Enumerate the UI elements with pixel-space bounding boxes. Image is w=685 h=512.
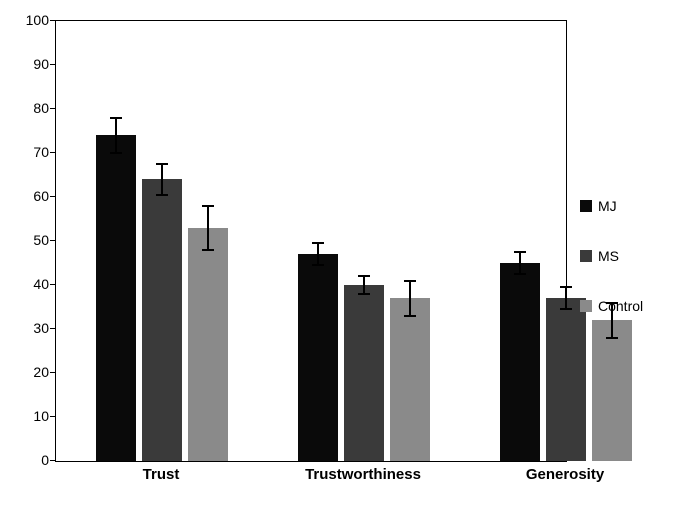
error-bar [207, 206, 209, 250]
x-tick-label: Trustworthiness [305, 466, 421, 483]
error-bar [161, 164, 163, 195]
y-tick-label: 80 [9, 100, 49, 116]
error-bar [409, 281, 411, 316]
bar [298, 254, 338, 461]
error-cap [560, 286, 572, 288]
y-tick [50, 196, 55, 197]
y-tick-label: 100 [9, 12, 49, 28]
error-cap [312, 242, 324, 244]
y-tick-label: 60 [9, 188, 49, 204]
y-tick [50, 240, 55, 241]
y-tick [50, 416, 55, 417]
y-tick-label: 70 [9, 144, 49, 160]
legend-item-ms: MS [580, 248, 619, 264]
y-tick-label: 10 [9, 408, 49, 424]
error-bar [519, 252, 521, 274]
legend-label-ms: MS [598, 248, 619, 264]
error-cap [514, 251, 526, 253]
bar-chart: 0 10 20 30 40 50 60 70 80 90 100 Trust Trustworthin… [0, 0, 685, 512]
y-tick [50, 328, 55, 329]
error-cap [156, 163, 168, 165]
bar [344, 285, 384, 461]
y-tick [50, 460, 55, 461]
error-cap [358, 293, 370, 295]
bar [96, 135, 136, 461]
legend-item-control: Control [580, 298, 643, 314]
error-cap [404, 315, 416, 317]
x-tick-label: Trust [143, 466, 180, 483]
error-cap [358, 275, 370, 277]
error-cap [156, 194, 168, 196]
bar [390, 298, 430, 461]
error-cap [514, 273, 526, 275]
legend-label-mj: MJ [598, 198, 617, 214]
y-tick [50, 64, 55, 65]
y-tick [50, 372, 55, 373]
bars-layer [56, 21, 566, 461]
y-tick-label: 50 [9, 232, 49, 248]
y-tick-label: 90 [9, 56, 49, 72]
error-cap [202, 249, 214, 251]
legend-item-mj: MJ [580, 198, 617, 214]
plot-area [55, 20, 567, 462]
y-tick [50, 152, 55, 153]
legend-swatch-control [580, 300, 592, 312]
y-tick-label: 40 [9, 276, 49, 292]
error-bar [115, 118, 117, 153]
legend-swatch-mj [580, 200, 592, 212]
y-tick [50, 20, 55, 21]
legend-swatch-ms [580, 250, 592, 262]
y-tick-label: 20 [9, 364, 49, 380]
y-tick-label: 0 [9, 452, 49, 468]
legend-label-control: Control [598, 298, 643, 314]
error-cap [110, 152, 122, 154]
bar [500, 263, 540, 461]
error-cap [312, 264, 324, 266]
error-cap [560, 308, 572, 310]
bar [188, 228, 228, 461]
error-cap [202, 205, 214, 207]
legend: MJ MS Control [580, 0, 680, 512]
bar [142, 179, 182, 461]
error-bar [317, 243, 319, 265]
y-tick-label: 30 [9, 320, 49, 336]
y-tick [50, 284, 55, 285]
y-tick [50, 108, 55, 109]
error-cap [110, 117, 122, 119]
error-bar [565, 287, 567, 309]
error-cap [404, 280, 416, 282]
error-bar [363, 276, 365, 294]
